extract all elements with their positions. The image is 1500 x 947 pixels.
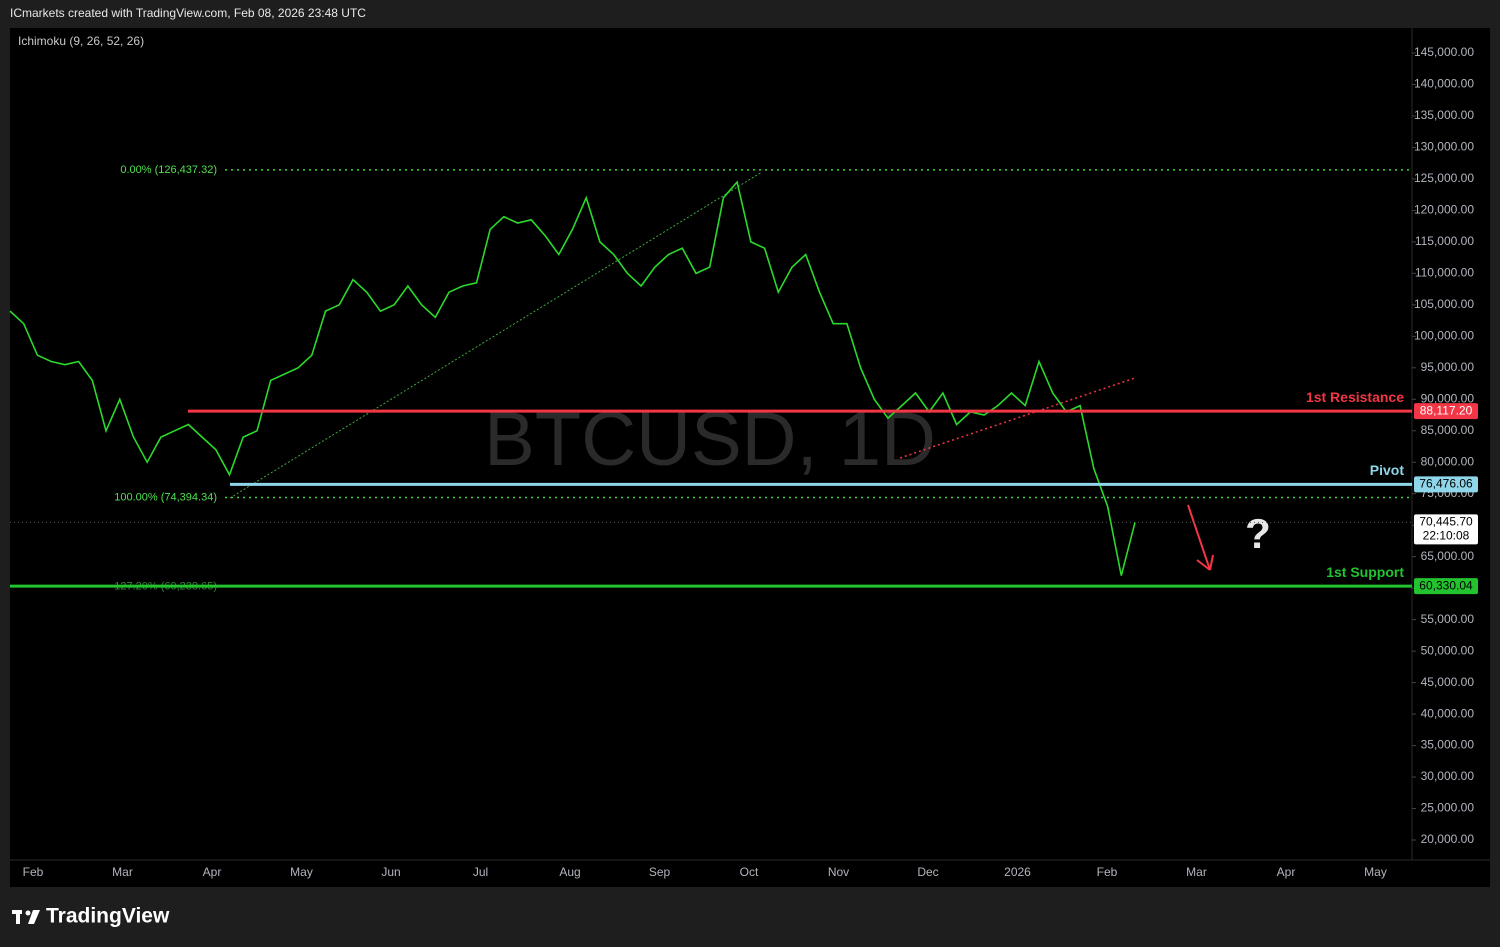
fib-label: 0.00% (126,437.32): [120, 164, 217, 176]
last-price-tag: [1414, 514, 1478, 545]
x-tick-label: Mar: [112, 865, 133, 879]
x-tick-label: Feb: [23, 865, 44, 879]
y-tick-label: 135,000.00: [1414, 108, 1474, 122]
x-tick-label: Aug: [559, 865, 580, 879]
y-tick-label: 80,000.00: [1421, 454, 1475, 468]
annotation: ?: [1245, 510, 1271, 557]
x-tick-label: Jun: [381, 865, 400, 879]
level-tag: [1414, 403, 1478, 420]
x-tick-label: 2026: [1004, 865, 1031, 879]
y-tick-label: 30,000.00: [1421, 769, 1475, 783]
logo-mark: [16, 910, 20, 924]
x-tick-label: Apr: [203, 865, 222, 879]
y-tick-label: 140,000.00: [1414, 77, 1474, 91]
x-tick-label: Feb: [1097, 865, 1118, 879]
x-tick-label: Sep: [649, 865, 671, 879]
x-tick-label: May: [290, 865, 313, 879]
x-tick-label: Mar: [1186, 865, 1207, 879]
level-label: 88,117.20: [1420, 403, 1473, 417]
last-price-label: 70,445.70: [1419, 515, 1473, 529]
level-tag: [1414, 578, 1478, 595]
level-name: Pivot: [1370, 462, 1405, 478]
chart-panel: [10, 28, 1490, 887]
x-tick-label: Jul: [473, 865, 488, 879]
level-name: 1st Resistance: [1306, 389, 1404, 405]
logo: TradingView: [12, 905, 170, 928]
y-tick-label: 85,000.00: [1421, 423, 1475, 437]
header: ICmarkets created with TradingView.com, …: [10, 6, 366, 20]
y-tick-label: 125,000.00: [1414, 171, 1474, 185]
y-tick-label: 20,000.00: [1421, 832, 1475, 846]
y-tick-label: 120,000.00: [1414, 203, 1474, 217]
y-tick-label: 50,000.00: [1421, 643, 1475, 657]
y-tick-label: 105,000.00: [1414, 297, 1474, 311]
y-tick-label: 35,000.00: [1421, 738, 1475, 752]
y-tick-label: 40,000.00: [1421, 706, 1475, 720]
y-tick-label: 100,000.00: [1414, 328, 1474, 342]
trend-line: [899, 377, 1136, 459]
level-tag: [1414, 476, 1478, 493]
indicator-label: Ichimoku (9, 26, 52, 26): [18, 34, 144, 48]
fib-label: 100.00% (74,394.34): [114, 491, 217, 503]
y-tick-label: 95,000.00: [1421, 360, 1475, 374]
level-label: 76,476.06: [1419, 477, 1473, 491]
y-tick-label: 115,000.00: [1415, 234, 1474, 248]
x-tick-label: Dec: [917, 865, 938, 879]
y-tick-label: 65,000.00: [1421, 549, 1475, 563]
arrow: [1187, 504, 1214, 571]
y-tick-label: 45,000.00: [1421, 675, 1475, 689]
logo-mark: [28, 910, 40, 924]
y-tick-label: 145,000.00: [1414, 45, 1474, 59]
level-name: 1st Support: [1326, 564, 1404, 580]
x-tick-label: May: [1364, 865, 1387, 879]
logo-mark: [25, 910, 31, 916]
y-tick-label: 25,000.00: [1421, 801, 1475, 815]
y-tick-label: 130,000.00: [1414, 140, 1474, 154]
y-tick-label: 55,000.00: [1421, 612, 1475, 626]
y-tick-label: 90,000.00: [1421, 391, 1475, 405]
x-tick-label: Apr: [1277, 865, 1296, 879]
price-line: [9, 180, 1136, 576]
brand: TradingView: [46, 905, 170, 928]
level-label: 60,330.04: [1419, 578, 1473, 592]
x-tick-label: Oct: [740, 865, 759, 879]
x-tick-label: Nov: [828, 865, 849, 879]
y-tick-label: 110,000.00: [1415, 266, 1474, 280]
countdown: 22:10:08: [1423, 529, 1470, 543]
